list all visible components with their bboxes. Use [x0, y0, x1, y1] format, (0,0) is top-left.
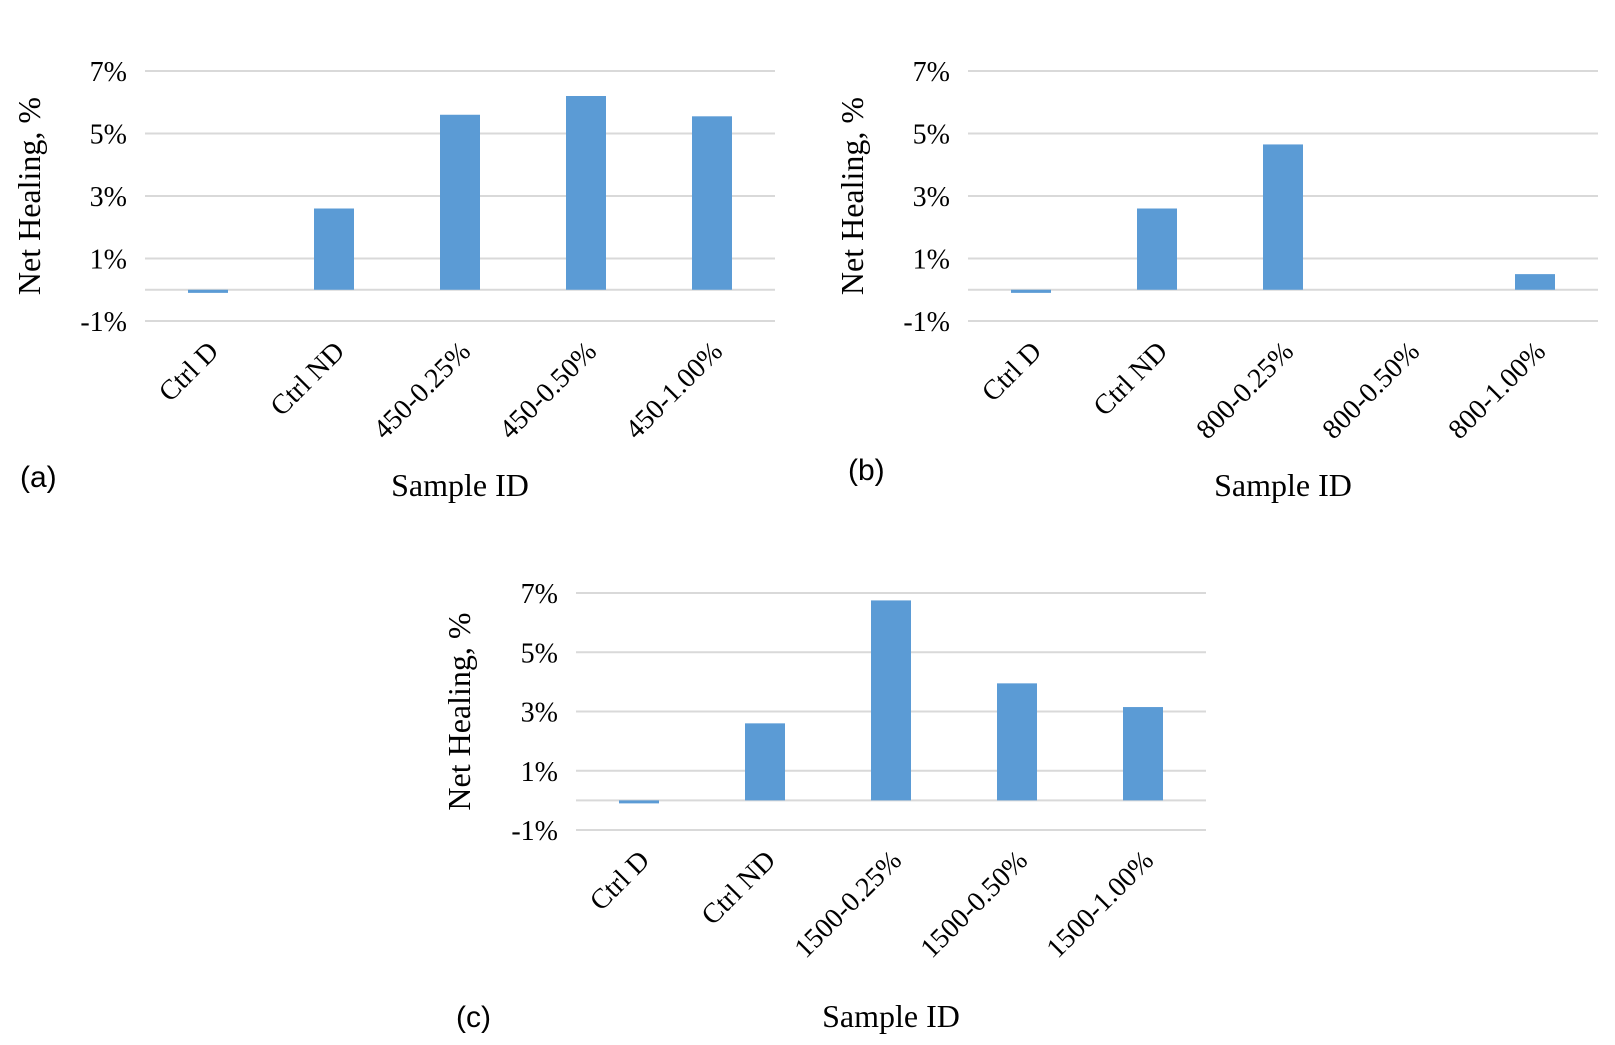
x-tick-label: 450-0.25%: [368, 336, 477, 445]
x-tick-label: 1500-0.50%: [915, 845, 1034, 964]
bar: [745, 723, 785, 801]
y-tick-label: 1%: [90, 245, 127, 276]
y-tick-label: 1%: [521, 757, 558, 788]
bar: [1137, 208, 1177, 290]
x-tick-label: 450-1.00%: [620, 336, 729, 445]
x-axis-label: Sample ID: [822, 998, 960, 1034]
x-tick-label: Ctrl D: [153, 336, 225, 408]
y-tick-label: 7%: [90, 57, 127, 88]
x-tick-label: Ctrl ND: [265, 336, 351, 422]
y-axis-label: Net Healing, %: [834, 97, 870, 295]
y-axis-label: Net Healing, %: [441, 612, 477, 810]
y-axis-label: Net Healing, %: [11, 97, 47, 295]
y-tick-label: 7%: [521, 579, 558, 610]
x-tick-label: 800-0.25%: [1191, 336, 1300, 445]
y-tick-label: 3%: [90, 182, 127, 213]
chart-panel-b: 7% 5% 3% 1% -1% Ctrl D Ctrl ND 800-0.25% 800-0.5…: [834, 57, 1598, 503]
bar: [997, 683, 1037, 801]
panel-label: (b): [848, 454, 885, 487]
x-tick-label: Ctrl ND: [1088, 336, 1174, 422]
y-tick-label: 5%: [913, 120, 950, 151]
bar: [692, 116, 732, 290]
panel-label: (a): [20, 461, 57, 494]
bar: [188, 289, 228, 293]
panel-label: (c): [456, 1001, 491, 1034]
y-tick-label: 7%: [913, 57, 950, 88]
bar: [619, 800, 659, 804]
bar: [1263, 144, 1303, 290]
bar: [1011, 289, 1051, 293]
chart-panel-c: 7% 5% 3% 1% -1% Ctrl D Ctrl ND 1500-0.25% 1500-0…: [441, 579, 1206, 1034]
x-tick-label: 1500-0.25%: [789, 845, 908, 964]
y-tick-label: 1%: [913, 245, 950, 276]
x-axis-label: Sample ID: [1214, 467, 1352, 503]
x-tick-label: 800-0.50%: [1317, 336, 1426, 445]
x-tick-label: Ctrl D: [976, 336, 1048, 408]
x-axis-label: Sample ID: [391, 467, 529, 503]
y-tick-label: 3%: [521, 698, 558, 729]
bar: [1123, 707, 1163, 801]
x-tick-label: 1500-1.00%: [1041, 845, 1160, 964]
bar: [314, 208, 354, 290]
x-tick-label: 450-0.50%: [494, 336, 603, 445]
x-tick-label: Ctrl ND: [696, 845, 782, 931]
bar: [566, 96, 606, 290]
bar: [1515, 274, 1555, 290]
bar: [440, 114, 480, 290]
y-tick-label: 3%: [913, 182, 950, 213]
chart-panel-a: 7% 5% 3% 1% -1% Ctrl D Ctrl ND 450-0.25% 450-0.5…: [11, 57, 775, 503]
y-tick-label: 5%: [90, 120, 127, 151]
y-tick-label: -1%: [80, 307, 127, 338]
y-tick-label: 5%: [521, 638, 558, 669]
x-tick-label: 800-1.00%: [1443, 336, 1552, 445]
y-tick-label: -1%: [903, 307, 950, 338]
x-tick-label: Ctrl D: [584, 845, 656, 917]
y-tick-label: -1%: [511, 816, 558, 847]
bar: [871, 600, 911, 801]
